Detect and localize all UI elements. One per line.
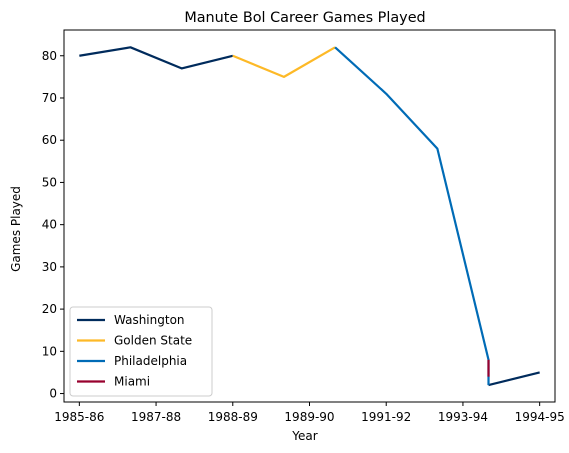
y-tick-label: 50 — [42, 175, 57, 189]
y-tick-label: 0 — [49, 387, 57, 401]
series-line-0-1 — [488, 371, 540, 387]
legend-label: Philadelphia — [114, 354, 187, 368]
legend: Washington Golden State Philadelphia Miami — [69, 306, 213, 397]
legend-label: Miami — [114, 375, 150, 389]
x-tick-label: 1993-94 — [438, 410, 488, 424]
x-tick-label: 1987-88 — [131, 410, 181, 424]
y-tick-label: 60 — [42, 133, 57, 147]
y-tick-label: 70 — [42, 91, 57, 105]
x-axis-label: Year — [291, 429, 317, 443]
legend-label: Washington — [114, 313, 185, 327]
y-tick-label: 20 — [42, 302, 57, 316]
series-line-0-0 — [79, 46, 234, 70]
series-line-1-0 — [232, 46, 336, 78]
x-tick-label: 1985-86 — [54, 410, 104, 424]
legend-box — [69, 306, 213, 397]
y-tick-label: 40 — [42, 218, 57, 232]
y-tick-label: 30 — [42, 260, 57, 274]
y-axis-label: Games Played — [9, 186, 23, 272]
plot-area — [79, 46, 540, 387]
x-tick-label: 1989-90 — [284, 410, 334, 424]
y-tick-label: 10 — [42, 344, 57, 358]
legend-label: Golden State — [114, 334, 192, 348]
axes: 1985-86 1987-88 1988-89 1989-90 1991-92 1993-… — [42, 29, 565, 424]
x-tick-label: 1994-95 — [515, 410, 565, 424]
chart-title: Manute Bol Career Games Played — [184, 10, 425, 26]
y-tick-label: 80 — [42, 49, 57, 63]
x-tick-label: 1991-92 — [361, 410, 411, 424]
x-tick-label: 1988-89 — [208, 410, 258, 424]
